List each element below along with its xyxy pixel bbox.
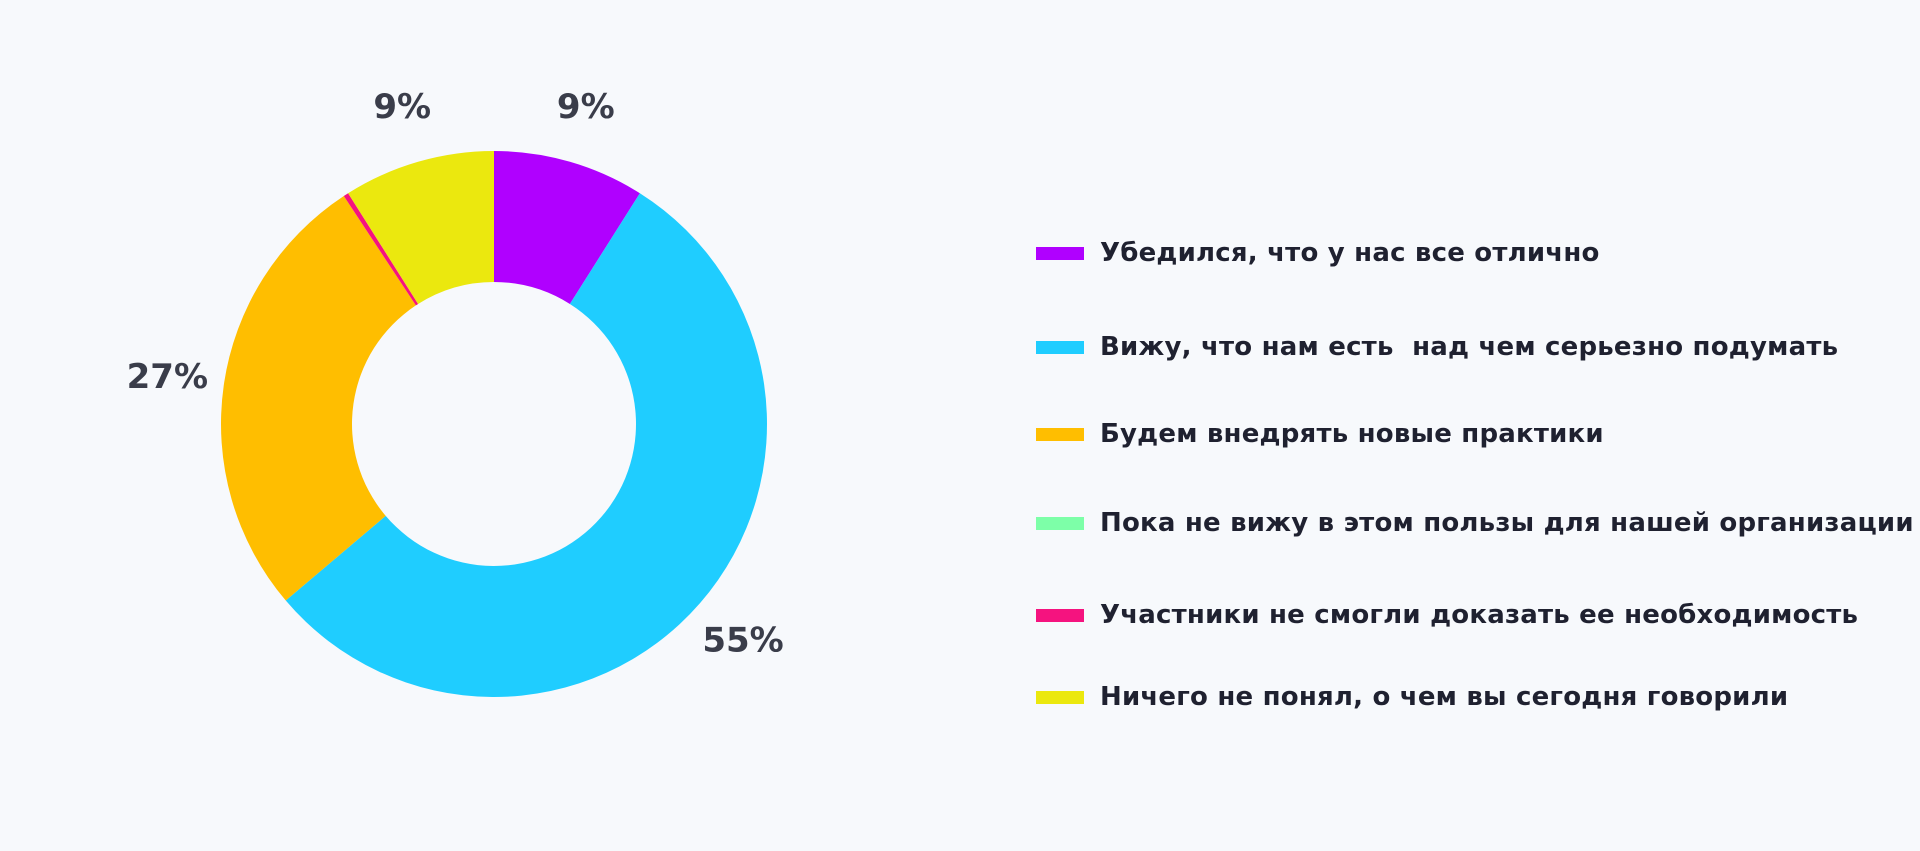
legend-item-5: Ничего не понял, о чем вы сегодня говори… — [1036, 677, 1788, 717]
legend-label-1: Вижу, что нам есть над чем серьезно поду… — [1100, 332, 1839, 362]
donut-slices — [220, 151, 767, 697]
legend-swatch-4 — [1036, 608, 1084, 622]
donut-slice-5 — [348, 151, 494, 304]
donut-slice-1 — [285, 193, 767, 697]
legend-item-1: Вижу, что нам есть над чем серьезно поду… — [1036, 327, 1838, 367]
legend-swatch-3 — [1036, 516, 1084, 530]
slice-value-label-1: 55% — [702, 621, 783, 661]
legend-label-4: Участники не смогли доказать ее необходи… — [1100, 600, 1859, 630]
legend: Убедился, что у нас все отлично Вижу, что… — [1036, 225, 1916, 725]
legend-label-3: Пока не вижу в этом пользы для нашей орг… — [1100, 508, 1914, 538]
legend-item-4: Участники не смогли доказать ее необходи… — [1036, 595, 1858, 635]
legend-swatch-0 — [1036, 246, 1084, 260]
legend-item-2: Будем внедрять новые практики — [1036, 414, 1604, 454]
legend-swatch-5 — [1036, 690, 1084, 704]
slice-value-label-5: 9% — [373, 87, 431, 127]
legend-label-5: Ничего не понял, о чем вы сегодня говори… — [1100, 682, 1789, 712]
donut-slice-2 — [220, 196, 416, 601]
donut-slice-0 — [494, 151, 640, 304]
slice-labels: 9% 55% 27% 9% — [127, 87, 784, 661]
legend-item-0: Убедился, что у нас все отлично — [1036, 233, 1600, 273]
legend-swatch-1 — [1036, 340, 1084, 354]
legend-label-2: Будем внедрять новые практики — [1100, 419, 1604, 449]
slice-value-label-2: 27% — [127, 357, 208, 397]
donut-slice-4 — [343, 193, 419, 306]
donut-chart: 9% 55% 27% 9% — [127, 87, 784, 697]
legend-label-0: Убедился, что у нас все отлично — [1100, 238, 1600, 268]
slice-value-label-0: 9% — [557, 87, 615, 127]
legend-swatch-2 — [1036, 427, 1084, 441]
legend-item-3: Пока не вижу в этом пользы для нашей орг… — [1036, 503, 1914, 543]
